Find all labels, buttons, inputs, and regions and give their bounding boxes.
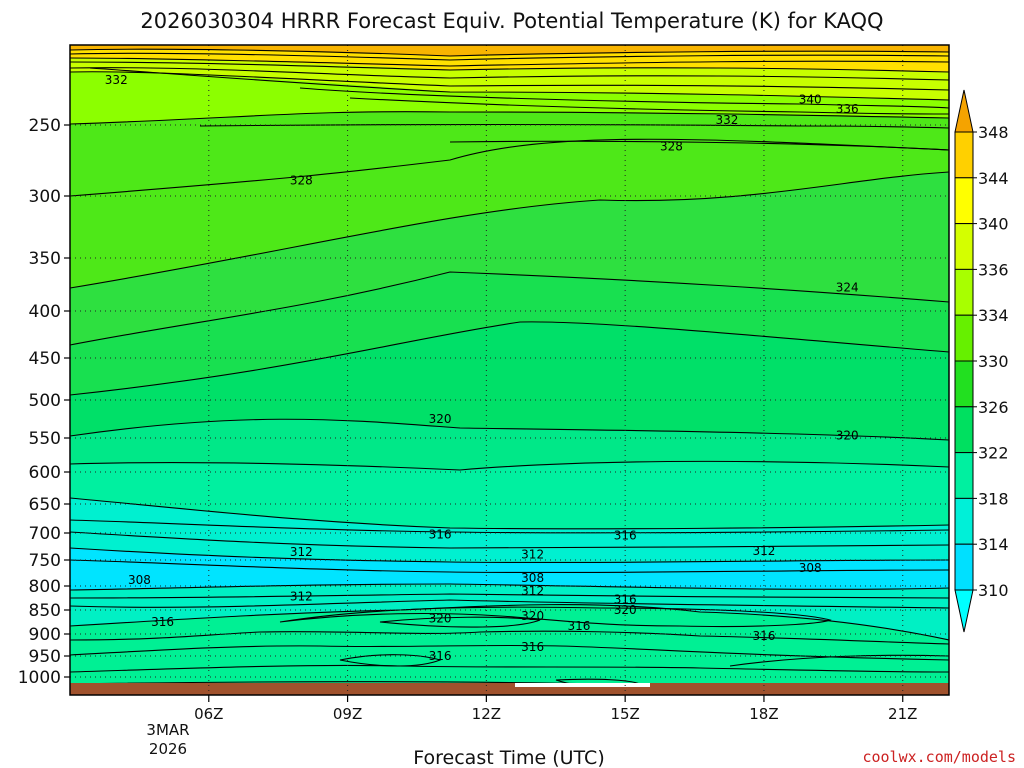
y-tick-label: 250 <box>29 116 61 136</box>
y-tick-label: 450 <box>29 349 61 369</box>
ground-gap <box>515 683 650 687</box>
colorbar-swatch <box>954 360 974 408</box>
y-tick-label: 800 <box>29 577 61 597</box>
band-cyan <box>70 548 949 590</box>
contour-label: 332 <box>105 73 128 87</box>
colorbar-swatch <box>954 543 974 591</box>
contour-label: 312 <box>521 584 544 598</box>
colorbar-swatch <box>954 406 974 454</box>
x-axis-label: Forecast Time (UTC) <box>413 747 604 768</box>
colorbar-swatch <box>954 131 974 179</box>
y-tick-label: 300 <box>29 187 61 207</box>
band-green1 <box>70 111 949 288</box>
colorbar-swatch <box>954 223 974 270</box>
band-green4 <box>70 321 949 440</box>
colorbar-swatch <box>954 177 974 225</box>
x-tick-label: 15Z <box>610 705 639 723</box>
contour-label: 312 <box>290 545 313 559</box>
colorbar-tick-label: 326 <box>978 398 1009 417</box>
chart-title: 2026030304 HRRR Forecast Equiv. Potentia… <box>140 9 883 33</box>
colorbar-tick-label: 310 <box>978 581 1009 600</box>
contour-label: 308 <box>128 573 151 587</box>
contour-label: 320 <box>614 603 637 617</box>
x-tick-label: 06Z <box>194 705 223 723</box>
colorbar: 348 344 340 336 334 330 326 322 318 314 310 <box>954 89 1009 633</box>
x-date-line2: 2026 <box>149 740 187 758</box>
band-teal1 <box>70 419 949 470</box>
contour-label: 316 <box>614 592 637 606</box>
colorbar-tick-label: 330 <box>978 352 1009 371</box>
colorbar-swatch <box>954 314 974 362</box>
colorbar-swatch <box>954 268 974 316</box>
band-teal3 <box>70 604 949 695</box>
colorbar-tick-label: 340 <box>978 215 1009 234</box>
plot-frame <box>69 44 950 696</box>
y-tick-label: 700 <box>29 524 61 544</box>
y-tick-label: 1000 <box>18 668 61 688</box>
colorbar-tick-label: 336 <box>978 260 1009 279</box>
x-tick-label: 21Z <box>888 705 917 723</box>
contour-label: 316 <box>752 629 775 643</box>
x-tick-label: 12Z <box>472 705 501 723</box>
x-axis: 06Z 09Z 12Z 15Z 18Z 21Z <box>194 695 917 723</box>
y-tick-label: 950 <box>29 647 61 667</box>
contour-label: 320 <box>429 412 452 426</box>
contour-label: 316 <box>429 528 452 542</box>
colorbar-tick-label: 322 <box>978 444 1009 463</box>
y-axis: 250 300 350 400 450 500 550 600 650 700 750 800 850 9… <box>18 116 70 688</box>
contour-label: 336 <box>836 102 859 116</box>
y-tick-label: 850 <box>29 601 61 621</box>
x-tick-label: 18Z <box>749 705 778 723</box>
colorbar-swatch <box>954 497 974 545</box>
band-teal2 <box>70 461 949 529</box>
colorbar-top-arrow <box>954 89 974 133</box>
colorbar-tick-label: 314 <box>978 535 1009 554</box>
contour-lines <box>70 48 949 688</box>
contour-label: 312 <box>290 590 313 604</box>
contour-label: 320 <box>836 429 859 443</box>
y-tick-label: 400 <box>29 302 61 322</box>
colorbar-tick-label: 334 <box>978 306 1009 325</box>
band-aqua2 <box>70 584 949 640</box>
colorbar-tick-label: 348 <box>978 123 1009 142</box>
contour-label: 324 <box>836 281 859 295</box>
contour-label: 308 <box>799 561 822 575</box>
contour-label: 316 <box>567 619 590 633</box>
y-tick-label: 900 <box>29 625 61 645</box>
contour-label: 312 <box>521 548 544 562</box>
contour-label: 320 <box>429 612 452 626</box>
plot-area <box>70 45 949 695</box>
grid <box>70 45 949 695</box>
contour-label: 328 <box>290 173 313 187</box>
colorbar-tick-label: 344 <box>978 169 1009 188</box>
y-tick-label: 350 <box>29 249 61 269</box>
x-tick-label: 09Z <box>333 705 362 723</box>
ground-strip <box>70 683 949 695</box>
y-tick-label: 600 <box>29 463 61 483</box>
x-date-line1: 3MAR <box>146 721 189 739</box>
y-tick-label: 650 <box>29 495 61 515</box>
colorbar-swatch <box>954 452 974 499</box>
y-tick-label: 750 <box>29 551 61 571</box>
contour-label: 316 <box>521 640 544 654</box>
contour-label: 312 <box>752 544 775 558</box>
contour-label: 316 <box>151 615 174 629</box>
contour-label: 328 <box>660 139 683 153</box>
contour-label: 320 <box>521 609 544 623</box>
y-tick-label: 550 <box>29 429 61 449</box>
colorbar-bottom-arrow <box>954 589 974 633</box>
y-tick-label: 500 <box>29 391 61 411</box>
contour-label: 316 <box>614 529 637 543</box>
contour-label: 332 <box>715 113 738 127</box>
contour-label: 340 <box>799 92 822 106</box>
band-yellow <box>70 45 949 56</box>
credit-text: coolwx.com/models <box>862 748 1016 766</box>
contour-label: 308 <box>521 571 544 585</box>
colorbar-tick-label: 318 <box>978 489 1009 508</box>
contour-label: 316 <box>429 649 452 663</box>
band-green2 <box>70 172 949 345</box>
